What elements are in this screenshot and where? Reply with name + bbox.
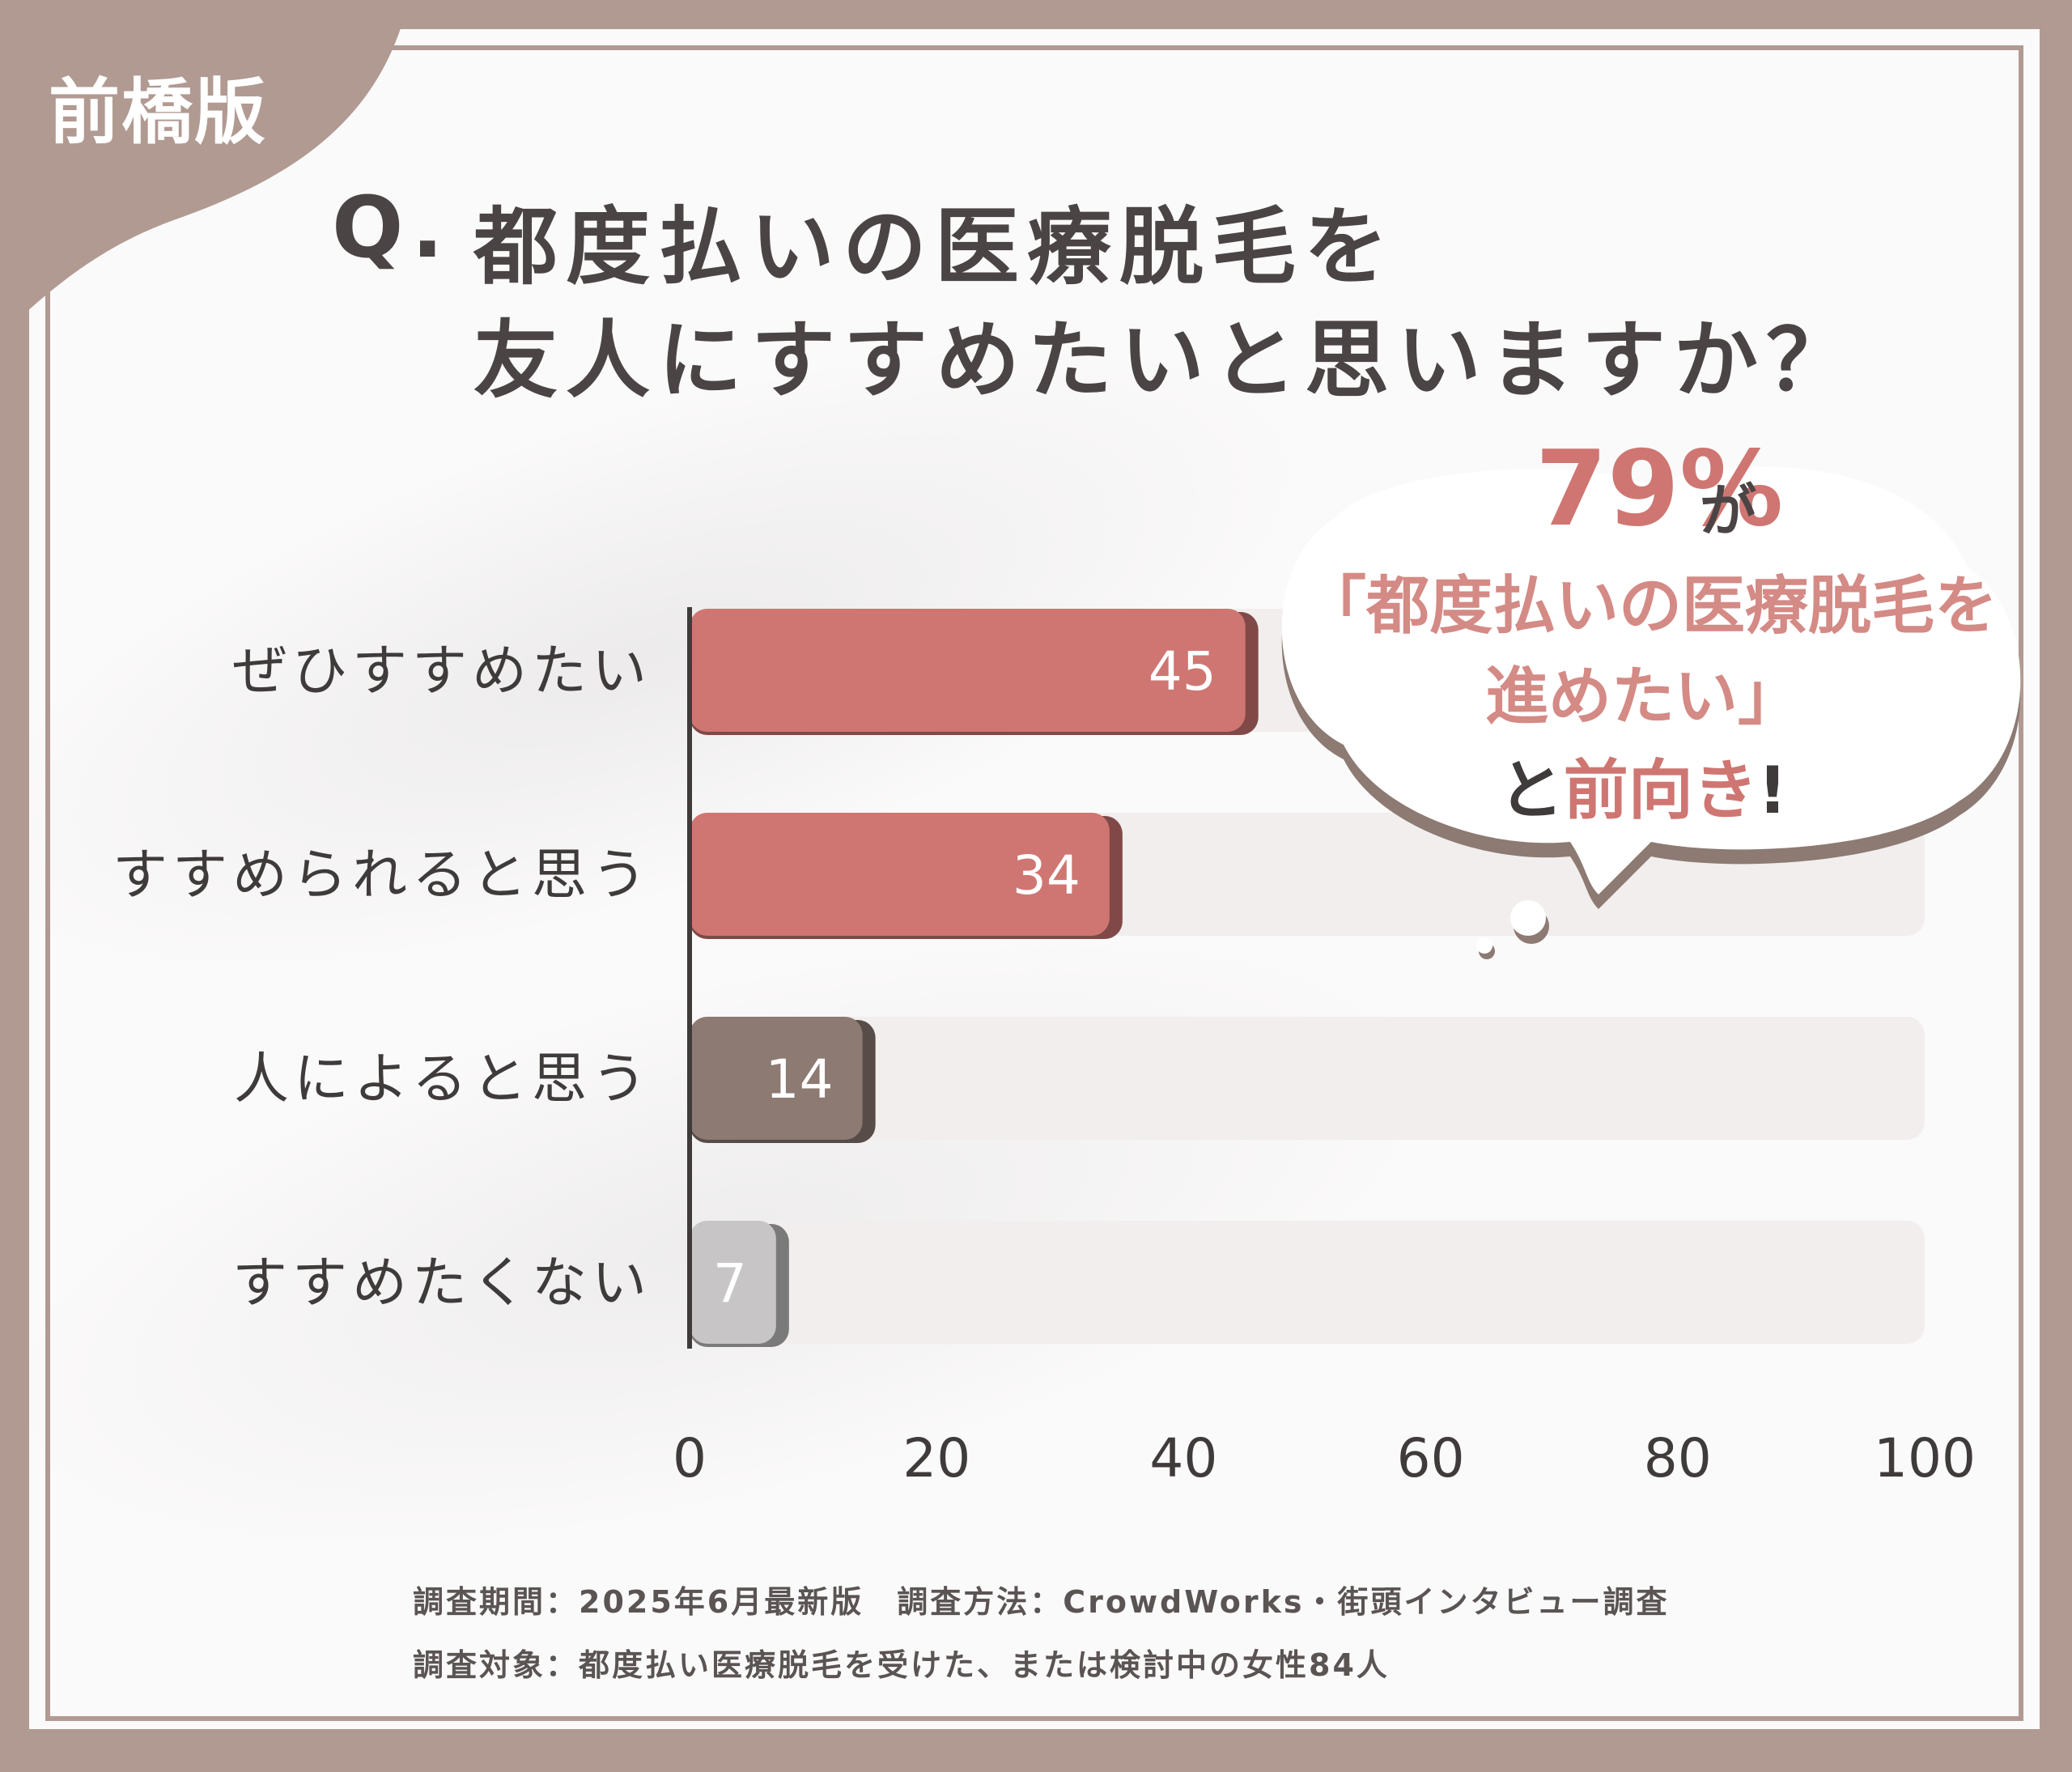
bar-track [690, 1017, 1925, 1140]
bar-value-label: 34 [1013, 844, 1081, 907]
corner-tab-shape [0, 0, 409, 336]
callout-conclusion: と前向き! [1303, 738, 1983, 832]
callout-quote-line1: 「都度払いの医療脱毛を [1303, 570, 1998, 643]
callout-end-suffix: ! [1757, 753, 1788, 828]
bar [690, 1017, 863, 1140]
x-tick-label: 60 [1397, 1427, 1465, 1489]
bar [690, 609, 1246, 732]
question-title-line2: 友人にすすめたいと思いますか？ [473, 311, 1859, 410]
bar [690, 1221, 776, 1344]
callout-particle: が [1700, 478, 1756, 544]
survey-note-line1: 調査期間：2025年6月最新版 調査方法：CrowdWorks・街頭インタビュー… [413, 1584, 1670, 1620]
callout-end-prefix: と [1498, 753, 1564, 828]
category-label: すすめられると思う [113, 844, 652, 907]
callout-bubble-body [1281, 466, 2021, 894]
x-tick-label: 100 [1874, 1427, 1976, 1489]
bar-value-label: 14 [766, 1048, 834, 1111]
category-label: すすめたくない [232, 1251, 652, 1315]
bar-value-label: 7 [713, 1252, 747, 1315]
x-tick-label: 40 [1149, 1427, 1217, 1489]
x-tick-label: 80 [1644, 1427, 1712, 1489]
callout-bubble [1281, 466, 2021, 959]
category-label: ぜひすすめたい [232, 640, 652, 703]
callout-quote-line2: 進めたい」 [1484, 661, 1801, 733]
callout-percent: 79% [1535, 429, 1784, 550]
x-tick-label: 20 [902, 1427, 970, 1489]
corner-tab [0, 0, 409, 336]
region-badge: 前橋版 [49, 70, 268, 154]
bar-track [690, 1221, 1925, 1344]
question-title-line1: 都度払いの医療脱毛を [473, 198, 1397, 296]
bar [690, 813, 1110, 936]
bar-value-label: 45 [1149, 640, 1216, 703]
category-label: 人によると思う [234, 1047, 652, 1111]
survey-note-line2: 調査対象：都度払い医療脱毛を受けた、または検討中の女性84人 [413, 1647, 1390, 1683]
callout-end-highlight: 前向き [1563, 753, 1758, 828]
question-prefix: Q. [332, 178, 452, 277]
thought-dot-small [1476, 937, 1492, 954]
x-tick-label: 0 [673, 1427, 707, 1489]
thought-dot-large [1510, 900, 1546, 936]
